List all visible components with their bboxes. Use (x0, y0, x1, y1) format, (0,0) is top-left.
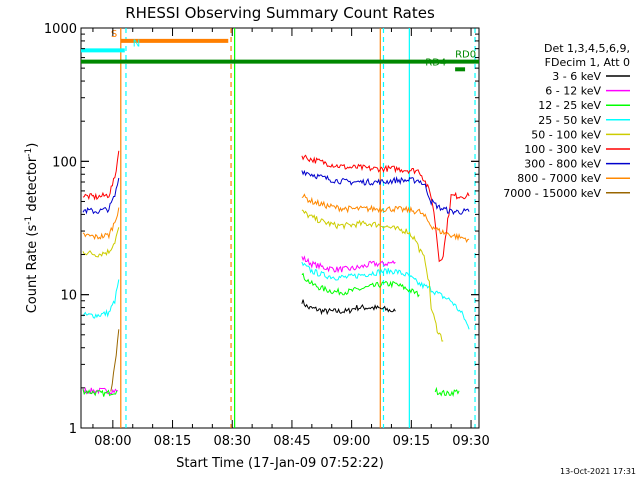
series-line-4-0 (82, 227, 120, 258)
vertical-markers (120, 28, 476, 428)
chart-title: RHESSI Observing Summary Count Rates (125, 4, 435, 22)
y-tick-label: 1000 (44, 22, 77, 37)
legend-entry-label: 12 - 25 keV (538, 99, 601, 112)
series-line-1-1 (301, 255, 396, 274)
x-tick-label: 08:00 (94, 434, 131, 449)
x-axis-title: Start Time (17-Jan-09 07:52:22) (176, 456, 384, 471)
series-line-3-1 (301, 261, 470, 330)
y-axis-title-sup2: -1 (24, 148, 34, 157)
axes: 1 10 100 1000 08:00 08:15 08:30 08:45 09:00 09:15… (44, 22, 490, 449)
state-label-rd0: RD0 (455, 50, 476, 61)
legend-entry-label: 3 - 6 keV (552, 70, 601, 83)
legend-header-line: FDecim 1, Att 0 (545, 56, 630, 69)
state-label-s: S (111, 29, 117, 40)
series-line-6-0 (82, 177, 120, 215)
y-axis-title-sup1: -1 (24, 216, 34, 225)
series-line-2-1 (301, 272, 420, 298)
state-label-rd4: RD4 (425, 57, 446, 68)
x-tick-label: 08:45 (273, 434, 310, 449)
legend-entry-label: 50 - 100 keV (531, 128, 601, 141)
y-axis-title-main: Count Rate (s (25, 225, 40, 314)
x-tick-label: 09:30 (452, 434, 489, 449)
y-tick-label: 100 (52, 155, 77, 170)
legend-entry-label: 800 - 7000 keV (517, 172, 601, 185)
series-line-2-0 (82, 389, 118, 397)
series-line-5-1 (301, 154, 470, 263)
state-label-n: N (133, 38, 140, 49)
x-tick-label: 09:00 (333, 434, 370, 449)
y-axis-title-end: ) (25, 143, 40, 148)
series-line-7-1 (301, 193, 470, 244)
series-line-5-0 (82, 150, 120, 201)
plot-frame (80, 27, 480, 429)
series-line-1-0 (82, 387, 119, 396)
plot-border (80, 27, 480, 429)
series-line-7-0 (82, 207, 120, 241)
y-axis-title-mid: detector (25, 156, 40, 216)
y-tick-label: 1 (69, 422, 77, 437)
legend-entry-label: 300 - 800 keV (524, 158, 601, 171)
y-tick-label: 10 (60, 289, 77, 304)
date-stamp: 13-Oct-2021 17:31 (560, 467, 636, 476)
series-line-6-1 (301, 169, 470, 216)
series-line-0-0 (301, 299, 396, 316)
x-tick-label: 08:15 (154, 434, 191, 449)
y-axis-title: Count Rate (s-1 detector-1) (24, 143, 40, 314)
legend-entry-label: 100 - 300 keV (524, 143, 601, 156)
series-line-4-1 (301, 209, 444, 342)
x-tick-label: 09:15 (393, 434, 430, 449)
series-lines (82, 150, 470, 398)
legend-entry-label: 7000 - 15000 keV (503, 187, 601, 200)
legend-entry-label: 25 - 50 keV (538, 114, 601, 127)
legend-header-line: Det 1,3,4,5,6,9, (544, 42, 630, 55)
state-bars: S N RD0 RD4 (81, 29, 479, 72)
x-tick-label: 08:30 (214, 434, 251, 449)
series-line-3-0 (82, 279, 120, 319)
series-line-2-2 (434, 386, 460, 398)
legend: Det 1,3,4,5,6,9,FDecim 1, Att 03 - 6 keV… (503, 42, 630, 200)
series-line-8-0 (110, 329, 120, 392)
legend-entry-label: 6 - 12 keV (545, 85, 601, 98)
